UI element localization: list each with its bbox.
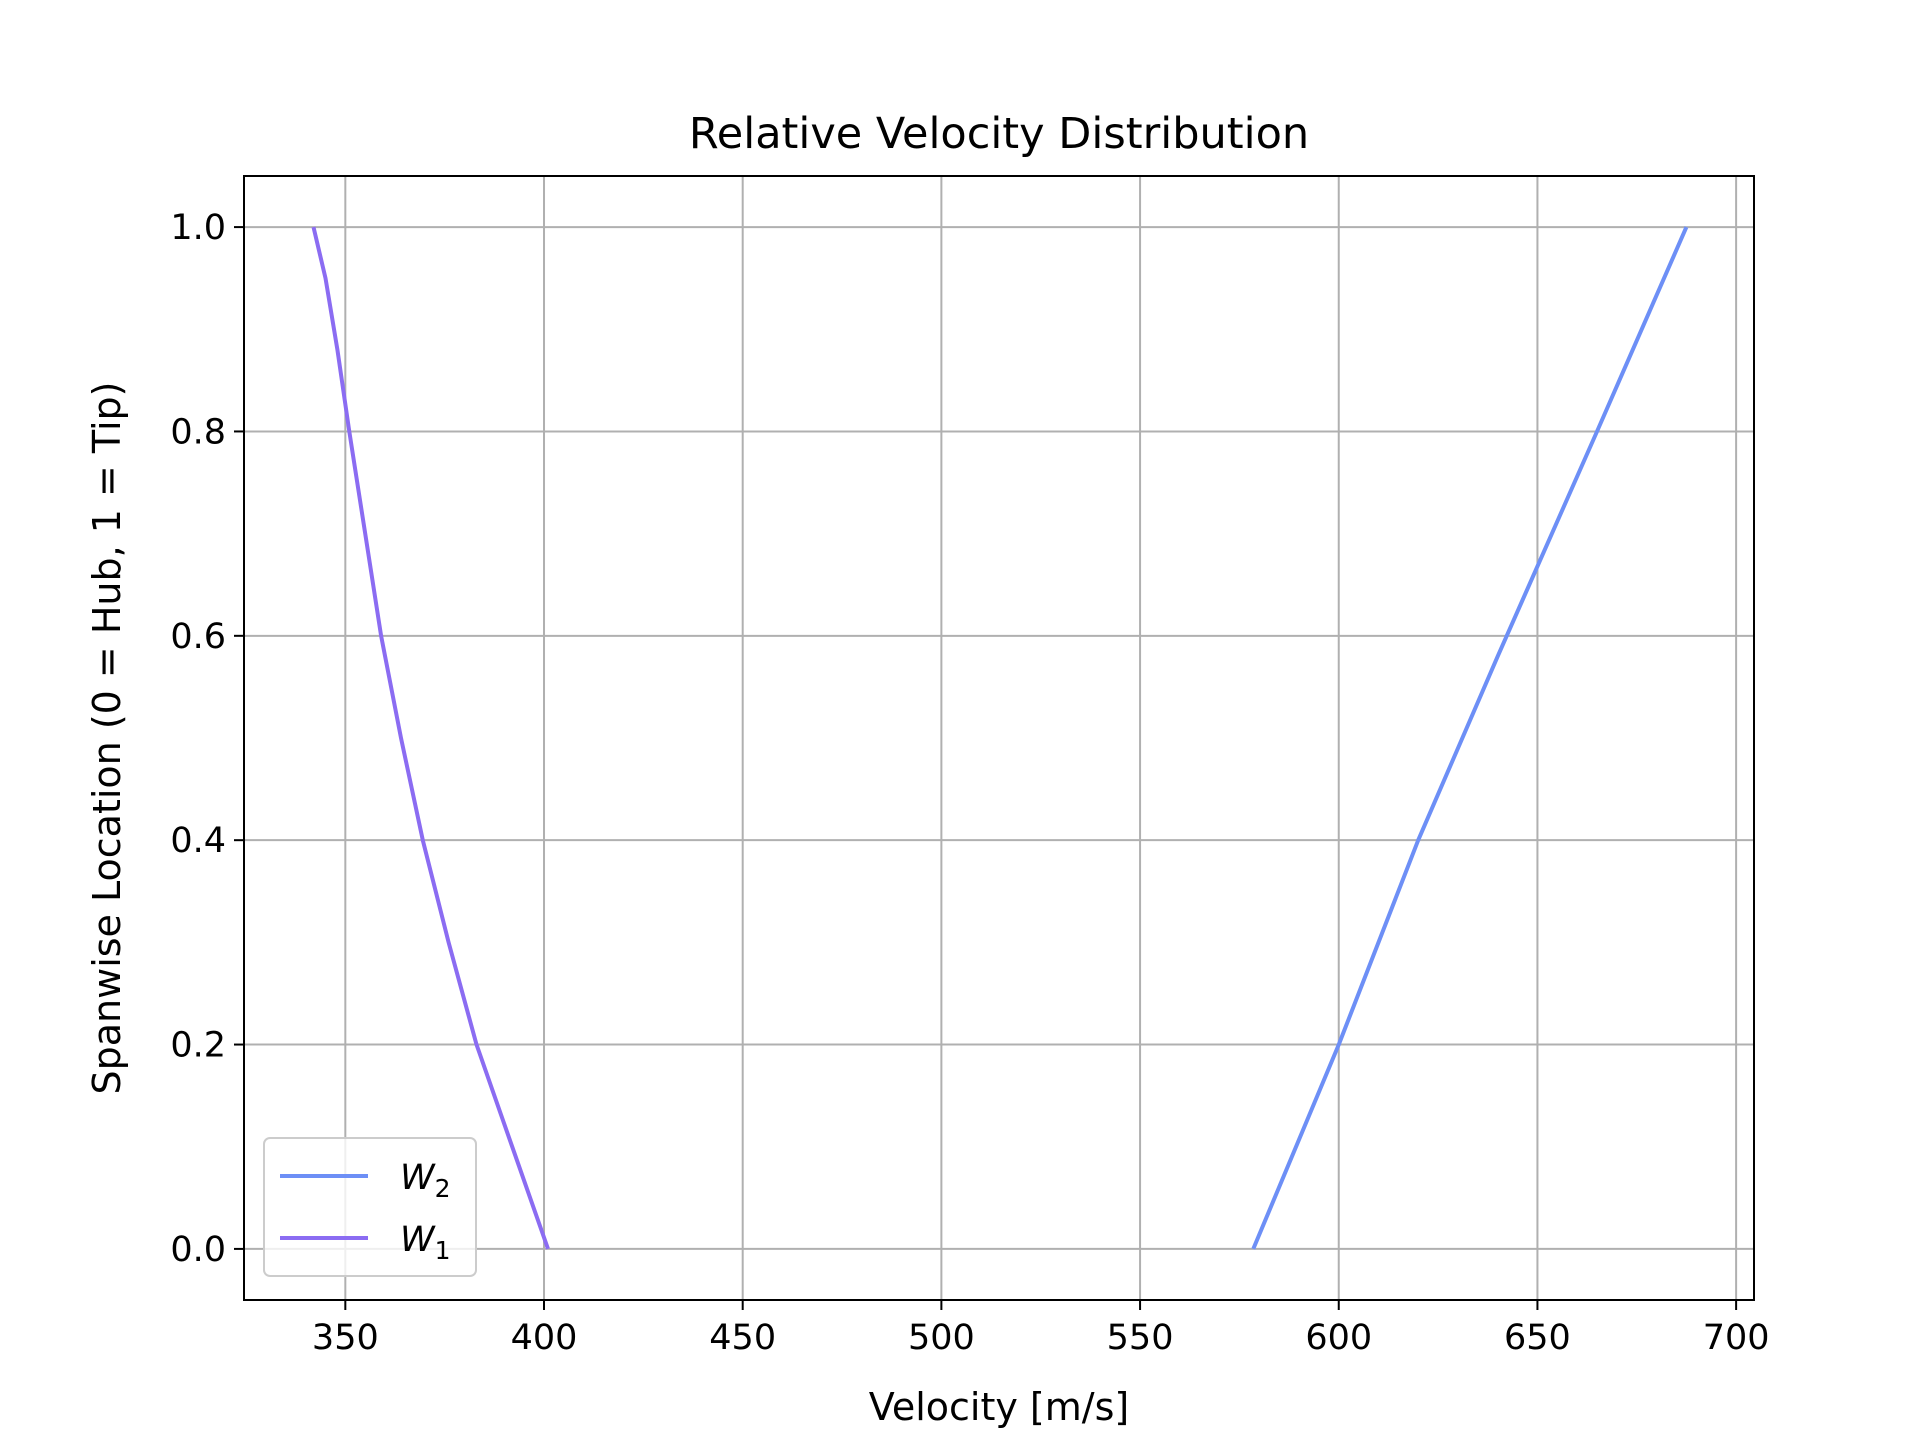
x-tick-label: 600 [1305, 1318, 1372, 1358]
series-line-w1 [311, 226, 550, 1250]
legend-label: W2 [400, 1158, 451, 1203]
x-tick-label: 500 [908, 1318, 975, 1358]
x-tick-label: 550 [1107, 1318, 1174, 1358]
legend-label: W1 [400, 1220, 451, 1265]
legend-label-subscript: 1 [435, 1236, 451, 1265]
x-axis-label: Velocity [m/s] [869, 1385, 1129, 1429]
series-layer [311, 226, 1689, 1250]
y-tick-label: 0.8 [170, 412, 226, 452]
grid-layer [244, 176, 1754, 1300]
y-tick-label: 0.0 [170, 1230, 226, 1270]
y-tick-label: 0.6 [170, 617, 226, 657]
y-tick-label: 1.0 [170, 208, 226, 248]
x-tick-label: 400 [511, 1318, 578, 1358]
x-tick-label: 650 [1504, 1318, 1571, 1358]
x-tick-label: 450 [709, 1318, 776, 1358]
legend-label-main: W [400, 1158, 436, 1198]
y-tick-label: 0.4 [170, 821, 226, 861]
series-line-w2 [1251, 226, 1689, 1250]
x-tick-label: 350 [312, 1318, 379, 1358]
x-tick-label: 700 [1703, 1318, 1770, 1358]
y-axis-label: Spanwise Location (0 = Hub, 1 = Tip) [85, 382, 129, 1095]
plot-frame [243, 175, 1755, 1301]
legend-label-subscript: 2 [435, 1174, 451, 1203]
legend-box [263, 1137, 477, 1277]
chart-title: Relative Velocity Distribution [689, 109, 1309, 159]
legend-label-main: W [400, 1220, 436, 1260]
tick-layer: 350 400 450 500 550 600 650 700 0.0 0.2 0.4 0.6 0.8 1… [170, 208, 1769, 1358]
y-tick-label: 0.2 [170, 1026, 226, 1066]
